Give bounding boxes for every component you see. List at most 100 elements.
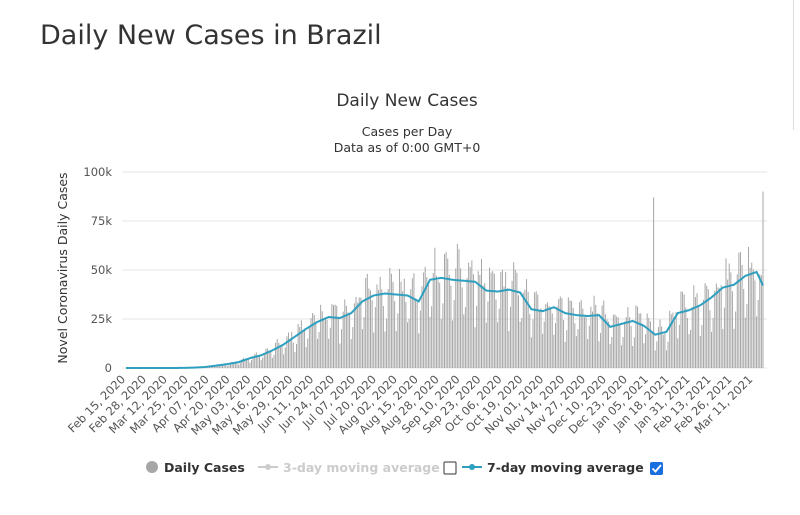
daily-bar xyxy=(225,364,227,368)
daily-bar xyxy=(310,318,312,368)
daily-bar xyxy=(662,334,664,368)
daily-bar xyxy=(558,299,560,368)
daily-bar xyxy=(617,317,619,368)
daily-bar xyxy=(614,314,616,368)
daily-bar xyxy=(469,267,471,368)
legend-label-3day: 3-day moving average xyxy=(283,460,440,475)
daily-bar xyxy=(554,323,556,368)
daily-bar xyxy=(456,244,458,368)
daily-bar xyxy=(376,284,378,368)
daily-bar xyxy=(646,313,648,368)
legend-item-7day[interactable]: 7-day moving average xyxy=(462,460,644,475)
daily-bar xyxy=(453,300,455,368)
legend: Daily Cases 3-day moving average 7-day m… xyxy=(146,460,663,475)
daily-bar xyxy=(484,283,486,368)
daily-bar xyxy=(591,311,593,368)
daily-bar xyxy=(300,320,302,368)
y-tick-label: 75k xyxy=(91,214,113,228)
daily-bar xyxy=(757,300,759,368)
daily-bar xyxy=(574,323,576,368)
daily-bar xyxy=(582,308,584,368)
checkmark-icon xyxy=(651,464,662,473)
checkbox-3day[interactable] xyxy=(443,461,457,475)
daily-bar xyxy=(287,332,289,368)
daily-bar xyxy=(218,364,220,368)
daily-bar xyxy=(706,285,708,368)
daily-bar xyxy=(736,274,738,368)
daily-bar xyxy=(559,296,561,368)
daily-bar xyxy=(242,357,244,368)
daily-bar xyxy=(410,289,412,368)
daily-bar xyxy=(429,316,431,368)
daily-bar xyxy=(308,325,310,368)
checkbox-7day[interactable] xyxy=(650,462,663,475)
chart-subtitle: Cases per Day xyxy=(362,124,453,139)
daily-bar xyxy=(444,254,445,368)
daily-bar xyxy=(366,273,368,368)
daily-bar xyxy=(661,326,663,368)
daily-bar xyxy=(286,336,288,368)
daily-bar xyxy=(532,319,534,368)
ma7-line xyxy=(126,270,764,369)
ma3-marker-icon xyxy=(265,464,271,470)
daily-bar xyxy=(728,263,730,368)
daily-bar xyxy=(455,268,457,368)
daily-bar xyxy=(270,350,272,368)
daily-bar xyxy=(489,267,491,368)
y-tick-label: 0 xyxy=(105,361,112,375)
daily-bar xyxy=(450,285,452,368)
daily-bar xyxy=(371,300,373,368)
daily-bar xyxy=(408,318,410,368)
daily-bar xyxy=(674,320,676,368)
daily-bar xyxy=(292,342,294,368)
daily-bar xyxy=(365,278,367,368)
daily-bar xyxy=(302,330,304,368)
daily-bar xyxy=(637,306,639,368)
daily-bar xyxy=(320,304,322,368)
daily-bar xyxy=(620,345,622,368)
daily-bar xyxy=(677,338,679,368)
daily-bar xyxy=(413,273,415,368)
daily-bar xyxy=(514,269,516,368)
daily-bar xyxy=(263,353,265,368)
daily-bar xyxy=(516,272,518,368)
daily-bar xyxy=(596,313,598,368)
daily-bar xyxy=(672,312,674,368)
daily-bar xyxy=(683,294,685,368)
daily-bar xyxy=(226,366,228,368)
daily-bar xyxy=(395,330,397,368)
daily-bar xyxy=(342,311,344,368)
daily-bar xyxy=(527,291,529,368)
daily-bar xyxy=(498,308,500,368)
daily-bar xyxy=(572,307,574,368)
daily-bar xyxy=(694,297,696,368)
legend-item-daily-cases[interactable]: Daily Cases xyxy=(146,460,245,475)
daily-bar xyxy=(434,247,436,368)
daily-bar xyxy=(659,319,661,368)
daily-bar xyxy=(748,246,750,368)
daily-bar xyxy=(720,285,722,368)
daily-bar xyxy=(688,334,690,368)
daily-bar xyxy=(711,331,713,368)
daily-bar xyxy=(439,282,441,368)
legend-item-3day[interactable]: 3-day moving average xyxy=(258,460,440,475)
daily-bar xyxy=(551,313,553,368)
daily-bar xyxy=(297,324,299,368)
daily-bar xyxy=(479,275,481,368)
daily-bar xyxy=(709,310,711,368)
daily-bar xyxy=(743,289,745,368)
daily-bar xyxy=(418,333,420,368)
daily-bar xyxy=(550,307,552,368)
daily-bar xyxy=(262,357,264,368)
daily-bar xyxy=(583,317,585,368)
daily-bar xyxy=(466,277,468,368)
daily-bar xyxy=(561,298,563,368)
daily-bar xyxy=(321,311,323,368)
daily-bar xyxy=(259,356,261,368)
daily-bar xyxy=(762,191,764,368)
daily-bar xyxy=(619,323,621,368)
daily-bar xyxy=(386,318,388,368)
daily-bar xyxy=(312,313,314,368)
daily-bar xyxy=(472,274,474,368)
daily-bar xyxy=(493,273,495,368)
